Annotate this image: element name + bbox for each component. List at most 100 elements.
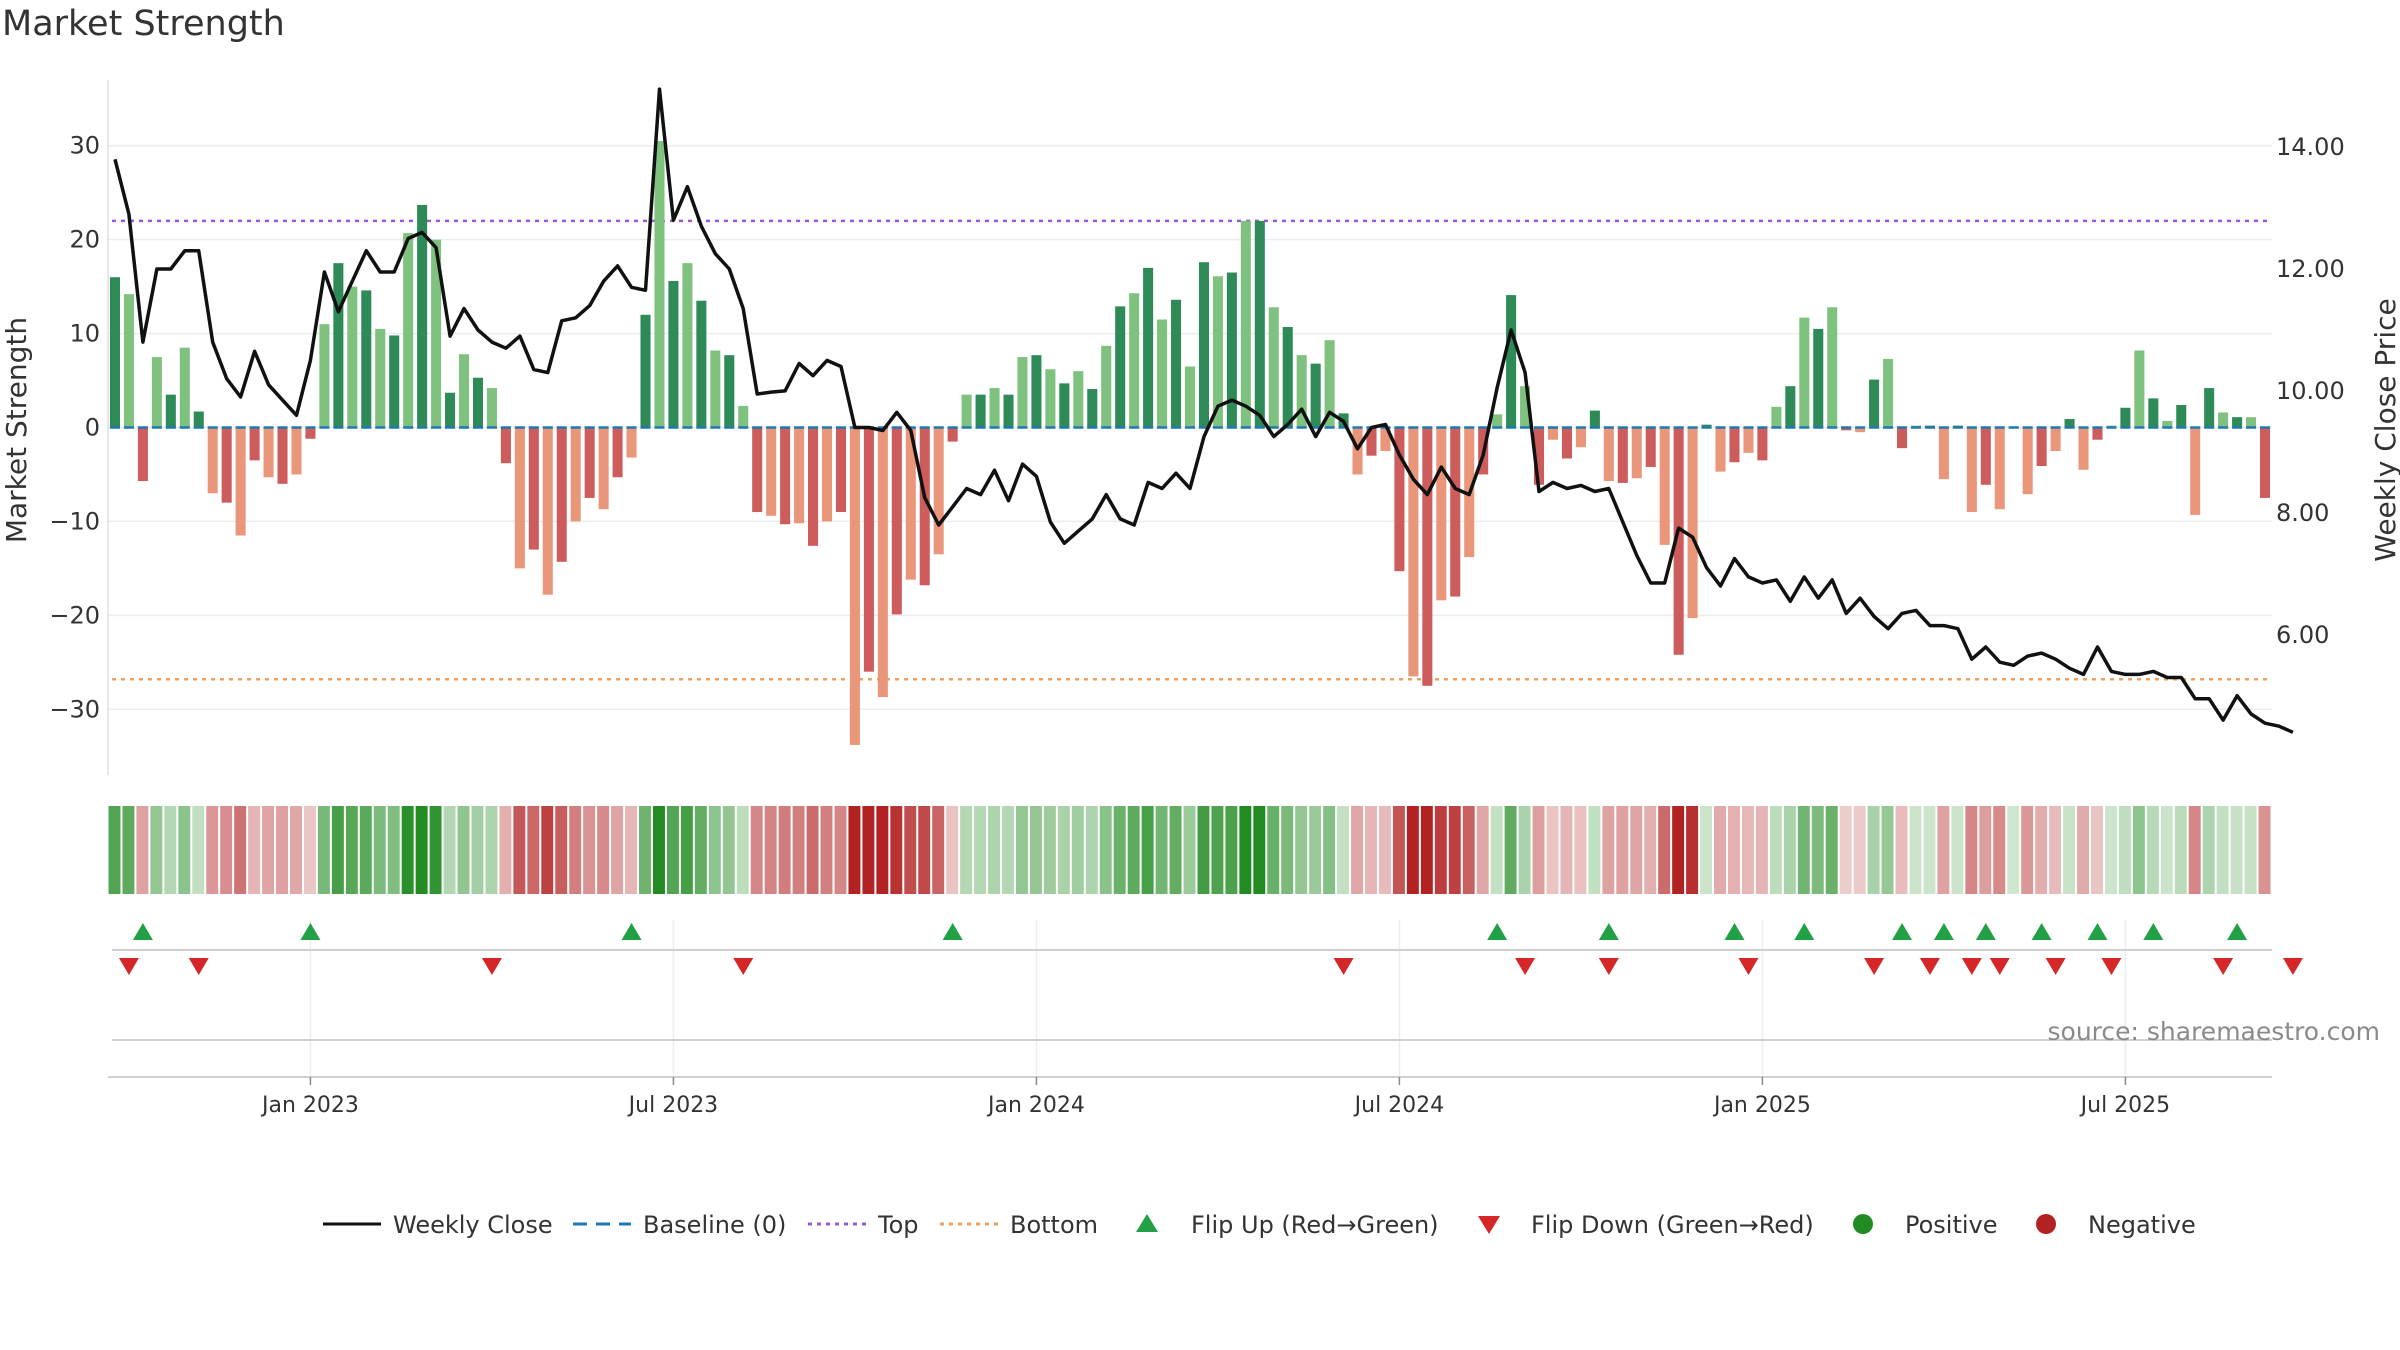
heat-cell [1169, 806, 1182, 894]
heat-cell [2049, 806, 2062, 894]
heat-cell [248, 806, 261, 894]
strength-bar [1603, 427, 1614, 482]
heat-cell [834, 806, 847, 894]
strength-bar [1534, 427, 1545, 485]
heat-cell [1057, 806, 1070, 894]
strength-bar [1827, 307, 1838, 428]
heat-cell [234, 806, 247, 894]
heat-cell [1588, 806, 1601, 894]
heat-cell [1504, 806, 1517, 894]
strength-bar [1506, 295, 1517, 428]
strength-bar [1520, 386, 1531, 428]
strength-bar [2148, 398, 2159, 428]
flip-down-marker [2282, 958, 2303, 975]
heat-cell [1015, 806, 1028, 894]
chart-title: Market Strength [2, 4, 285, 44]
heat-cell [1714, 806, 1727, 894]
right-axis: 14.00 12.00 10.00 8.00 6.00 [2276, 133, 2345, 649]
heat-cell [1728, 806, 1740, 894]
left-tick-label: 30 [69, 132, 100, 160]
heat-cell [206, 806, 219, 894]
left-axis: 30 20 10 0 −10 −20 −30 [49, 80, 109, 775]
heat-cell [1741, 806, 1754, 894]
strength-bar [794, 427, 805, 524]
left-tick-label: 10 [69, 320, 100, 348]
strength-bar [207, 427, 218, 494]
heat-cell [806, 806, 819, 894]
heat-cell [1658, 806, 1671, 894]
legend: Weekly Close Baseline (0) Top Bottom Flip Up… [323, 1211, 2196, 1239]
heat-cell [652, 806, 665, 894]
heat-cell [583, 806, 596, 894]
heat-cell [1211, 806, 1224, 894]
flip-down-marker [1919, 958, 1940, 975]
heat-cell [1434, 806, 1447, 894]
heat-cell [1686, 806, 1699, 894]
strength-bar [1841, 427, 1852, 431]
strength-bar [1966, 427, 1977, 513]
strength-bar [1282, 327, 1293, 428]
heat-cell [820, 806, 833, 894]
heat-cell [1378, 806, 1391, 894]
heat-cell [2063, 806, 2076, 894]
strength-bar [1198, 262, 1209, 428]
x-tick-label: Jul 2023 [627, 1093, 719, 1118]
strength-bar [1883, 358, 1894, 428]
heat-cell [848, 806, 861, 894]
heat-cell [1672, 806, 1685, 894]
heat-cell [1323, 806, 1336, 894]
heat-cell [569, 806, 582, 894]
heat-cell [694, 806, 707, 894]
strength-bar [1031, 355, 1042, 428]
strength-bar [2204, 388, 2215, 428]
flip-down-marker [1989, 958, 2010, 975]
heat-cell [625, 806, 638, 894]
strength-bar [347, 286, 358, 428]
strength-bar [1617, 427, 1628, 483]
legend-item: Flip Up (Red→Green) [1136, 1211, 1439, 1239]
heat-cell [1476, 806, 1489, 894]
heat-cell [1853, 806, 1866, 894]
heat-cell [2132, 806, 2145, 894]
heat-cell [1769, 806, 1782, 894]
heat-cell [1406, 806, 1419, 894]
legend-flip-down-icon [1478, 1216, 1500, 1234]
strength-bars [109, 141, 2271, 745]
flip-down-marker [481, 958, 502, 975]
right-tick-label: 6.00 [2276, 621, 2329, 649]
heat-cell [1099, 806, 1112, 894]
legend-item: Negative [2036, 1211, 2196, 1239]
strength-bar [808, 427, 819, 546]
legend-item: Weekly Close [323, 1211, 553, 1239]
heat-cell [1043, 806, 1056, 894]
legend-dot-icon [2036, 1214, 2056, 1234]
x-tick-label: Jan 2025 [1712, 1093, 1811, 1118]
strength-bar [1310, 363, 1321, 428]
heat-cell [1560, 806, 1573, 894]
heat-cell [555, 806, 568, 894]
strength-bar [1143, 267, 1154, 428]
weekly-close-line [113, 87, 2294, 734]
heat-cell [1979, 806, 1992, 894]
flip-up-marker [2227, 923, 2248, 940]
heat-cell [890, 806, 903, 894]
strength-bar [821, 427, 833, 522]
heat-cell [276, 806, 288, 894]
heat-cell [1797, 806, 1810, 894]
heat-cell [262, 806, 275, 894]
heat-cell [1630, 806, 1643, 894]
heat-cell [1225, 806, 1238, 894]
strength-bar [249, 427, 260, 461]
heat-strip [108, 806, 2271, 894]
heat-cell [918, 806, 931, 894]
heat-cell [1783, 806, 1796, 894]
strength-bar [1896, 427, 1908, 449]
flip-up-marker [2143, 923, 2164, 940]
source-label: source: sharemaestro.com [2048, 1017, 2381, 1046]
strength-bar [919, 427, 930, 586]
strength-bar [1073, 371, 1084, 428]
flip-up-marker [1598, 923, 1619, 940]
strength-bar [1171, 299, 1182, 428]
heat-cell [513, 806, 526, 894]
strength-bar [2232, 417, 2243, 428]
